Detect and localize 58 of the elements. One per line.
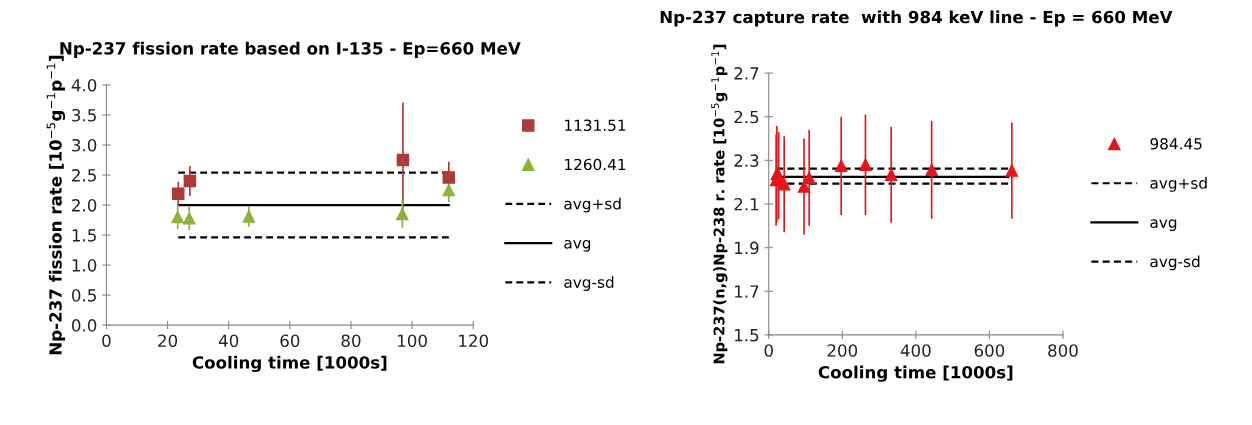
y-tick-label: 2.1 <box>734 197 759 211</box>
legend-label: avg <box>564 239 591 252</box>
x-tick-label: 100 <box>398 334 427 348</box>
x-axis-title: Cooling time [1000s] <box>818 365 1013 382</box>
point <box>442 183 456 197</box>
x-tick-label: 20 <box>158 334 178 348</box>
legend-label: avg+sd <box>1150 176 1207 192</box>
point <box>242 210 256 223</box>
x-tick-label: 600 <box>974 344 1005 357</box>
y-tick-label: 1.0 <box>72 259 97 272</box>
point <box>777 178 791 191</box>
y-tick-label: 2.5 <box>734 110 759 124</box>
y-axis-title: Np-237(n,g)Np-238 r. rate [10$^{−5}$g$^{−1}$p$^{−1}$] <box>711 44 728 364</box>
point <box>396 207 409 221</box>
point <box>183 212 196 225</box>
legend-label: 1131.51 <box>565 119 626 132</box>
y-tick-label: 2.0 <box>72 199 97 212</box>
x-tick-label: 0 <box>764 344 773 357</box>
legend-label: 1260.41 <box>565 158 626 171</box>
x-tick-label: 800 <box>1048 344 1078 357</box>
point <box>442 171 456 184</box>
point <box>834 159 848 173</box>
point <box>859 158 872 171</box>
legend-label: avg-sd <box>564 276 614 291</box>
x-tick-label: 120 <box>459 334 489 348</box>
x-tick-label: 200 <box>827 344 858 357</box>
y-tick-label: 2.5 <box>72 169 96 182</box>
y-tick-label: 1.7 <box>735 285 759 298</box>
x-axis-title: Cooling time [1000s] <box>192 355 387 373</box>
point <box>396 153 410 167</box>
point <box>797 180 811 193</box>
y-tick-label: 2.7 <box>734 67 759 80</box>
y-tick-label: 2.3 <box>734 154 759 167</box>
point <box>1005 164 1019 177</box>
x-tick-label: 60 <box>280 334 300 348</box>
x-tick-label: 400 <box>900 344 931 357</box>
x-tick-label: 0 <box>102 334 111 348</box>
y-tick-label: 1.5 <box>72 229 96 242</box>
y-tick-label: 1.5 <box>735 329 759 342</box>
point <box>925 163 938 176</box>
chart-title: Np-237 capture rate with 984 keV line - Ep = 660 MeV <box>660 10 1173 27</box>
legend-label: avg <box>1150 219 1177 232</box>
legend-label: avg+sd <box>564 197 621 213</box>
y-tick-label: 4.0 <box>71 78 97 92</box>
y-tick-label: 0.0 <box>71 319 97 332</box>
point <box>802 171 816 185</box>
legend-label: avg-sd <box>1150 255 1200 271</box>
y-tick-label: 1.9 <box>735 241 759 255</box>
point <box>172 187 185 200</box>
y-tick-label: 0.5 <box>71 289 96 302</box>
y-tick-label: 3.0 <box>72 138 97 152</box>
point <box>183 174 197 188</box>
legend-label: 984.45 <box>1150 138 1202 150</box>
x-tick-label: 40 <box>218 334 239 348</box>
point <box>171 210 184 224</box>
point <box>884 168 898 182</box>
x-tick-label: 80 <box>341 334 361 348</box>
y-tick-label: 3.5 <box>72 108 96 122</box>
